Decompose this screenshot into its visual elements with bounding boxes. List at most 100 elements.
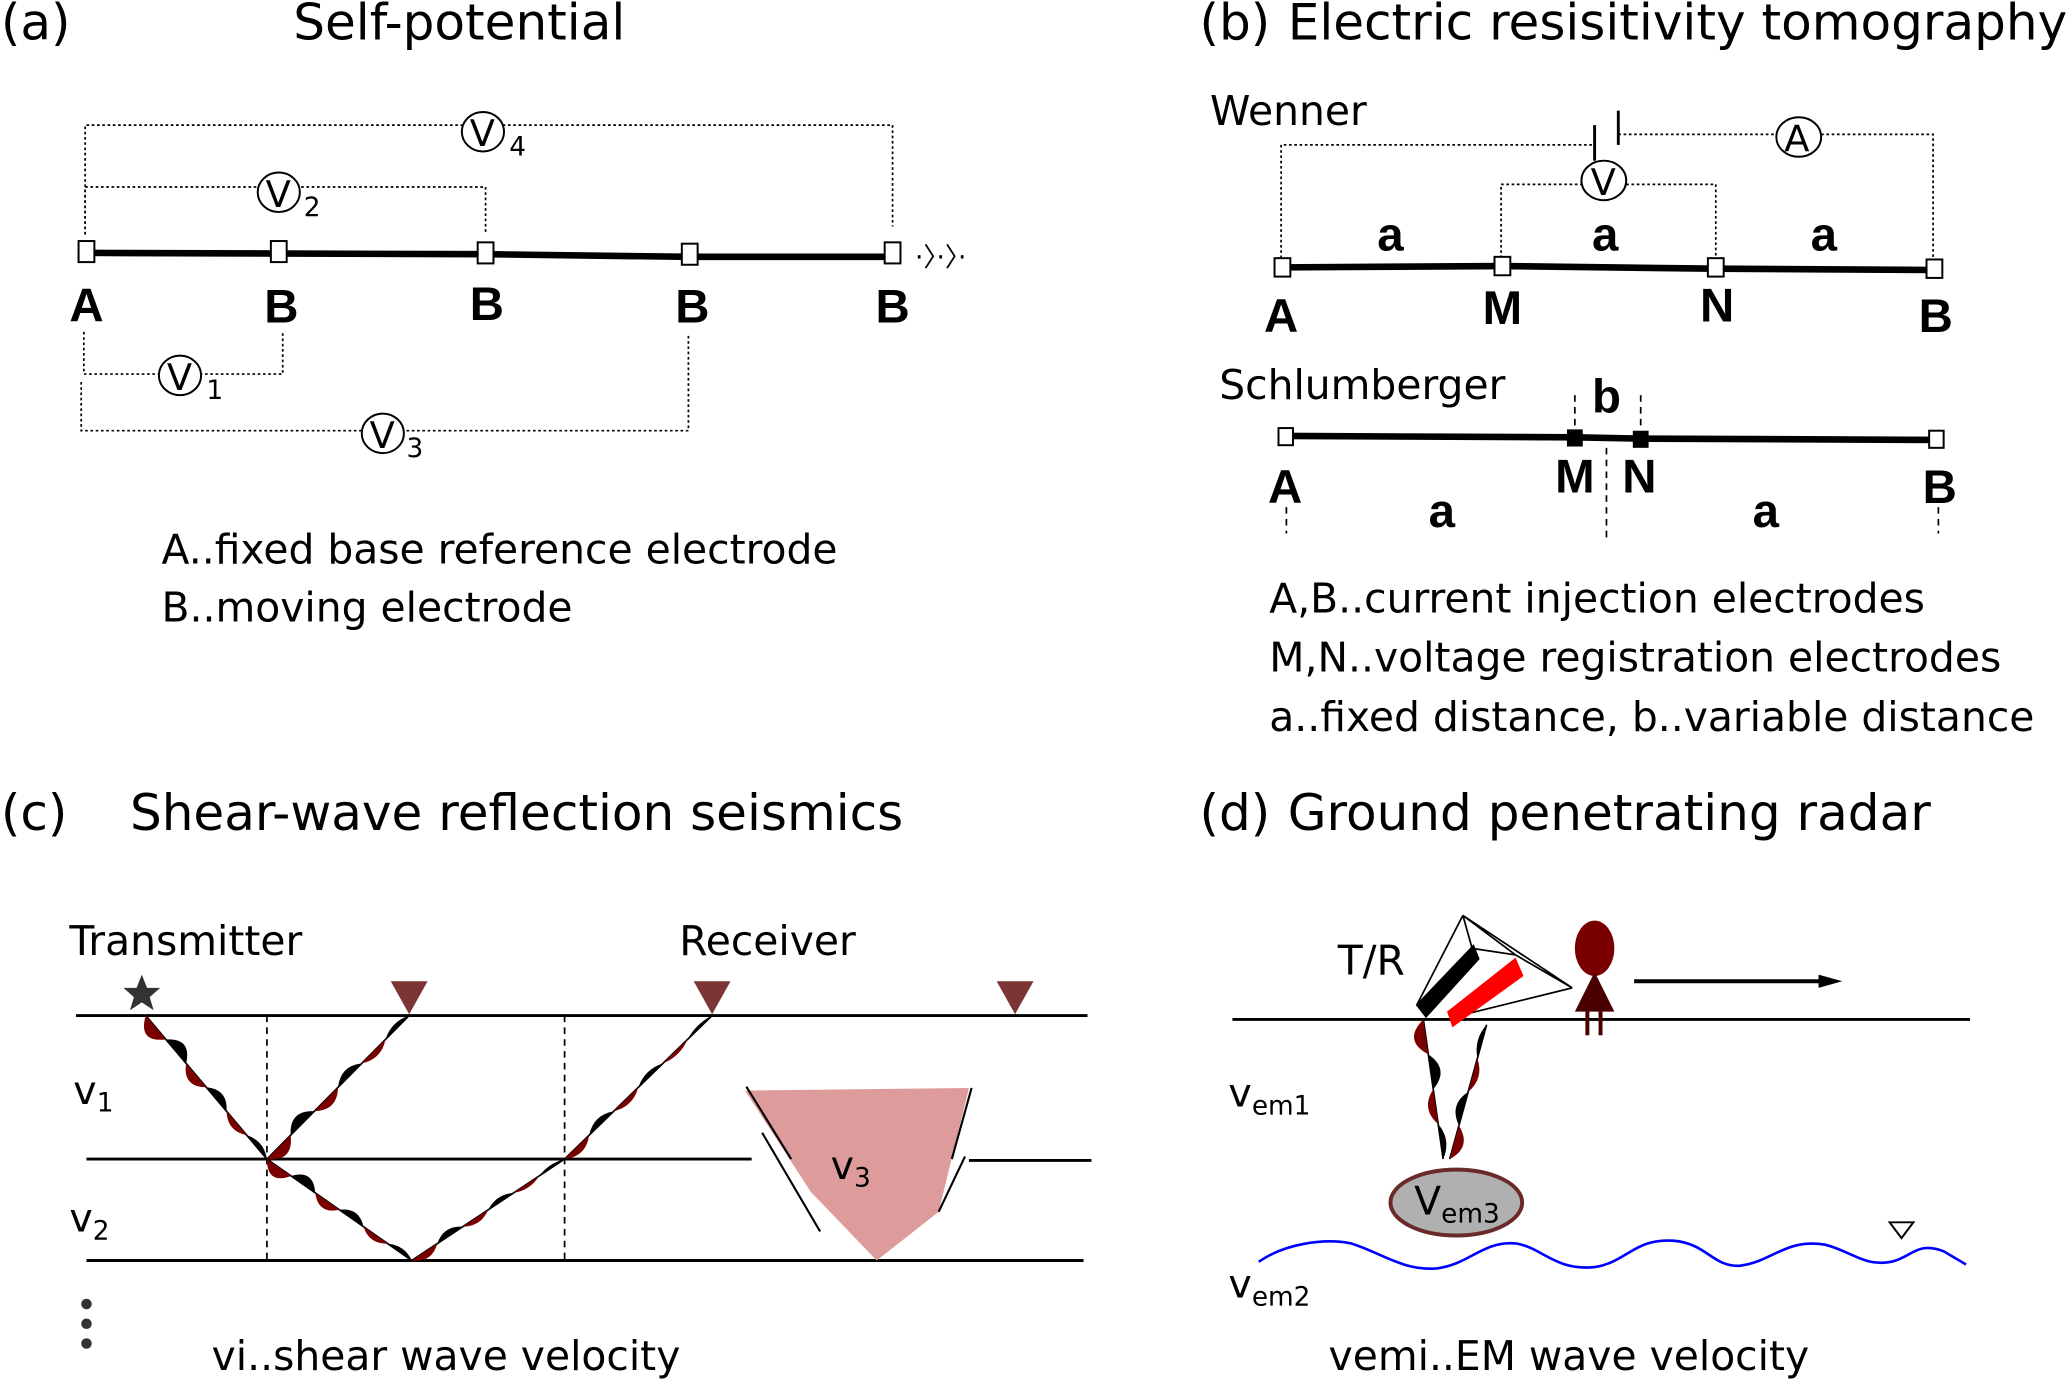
refracted-wavelet-lobe [315,1192,340,1211]
gpr-down-wavelet-lobe [1428,1054,1441,1090]
layer-velocity-v2: v2 [69,1196,109,1247]
schlumberger-cable [1285,432,1938,444]
electrode-label: N [1700,279,1734,332]
spacing-a: a [1429,485,1456,538]
radar-waves [1413,1019,1488,1160]
electrode-b [1928,429,1945,449]
electrode-label: N [1622,451,1656,504]
svg-text:A: A [1784,117,1809,160]
electrode-m [1566,429,1583,447]
wenner-label: Wenner [1210,87,1367,135]
incident-wavelet-lobe [226,1111,247,1136]
electrode-b1 [269,240,288,264]
schlumberger-guides [1285,395,1940,541]
layer-velocity-v3: v3 [831,1143,871,1194]
refracted-wavelet-lobe [291,1174,316,1193]
current-wire-right [1618,133,1934,259]
electrode-label: A [1264,290,1298,343]
geophone-icon [390,981,428,1015]
svg-text:V: V [470,112,495,155]
voltmeter: V [1580,159,1628,204]
anomaly-body [745,1087,969,1261]
svg-text:V: V [1591,161,1616,204]
panel-d-label: (d) [1199,784,1270,842]
electrode-a [1277,427,1294,447]
gpr-down-wavelet-lobe [1438,1124,1447,1160]
gpr-down-wavelet-lobe [1427,1089,1439,1125]
spacing-a: a [1377,208,1404,261]
panel-c-seismics: (c) Shear-wave reflection seismics Trans… [1,784,1092,1380]
spacing-b: b [1592,370,1621,423]
legend-line: A,B..current injection electrodes [1269,574,1925,622]
incident-wavelet-lobe [143,1015,166,1040]
source-star-icon [123,974,161,1011]
geophone-icon [996,981,1034,1015]
legend-line: a..fixed distance, b..variable distance [1269,693,2034,741]
object-velocity: Vem3 [1414,1178,1500,1229]
panel-c-label: (c) [1,784,68,842]
caption: vemi..EM wave velocity [1329,1332,1810,1380]
upgoing-wavelet-lobe [462,1209,489,1227]
gpr-up-wavelet-lobe [1468,1058,1480,1092]
legend-line: A..fixed base reference electrode [162,526,838,574]
svg-text:3: 3 [407,434,424,464]
svg-text:1: 1 [206,376,223,406]
panel-b-title: Electric resisitivity tomography [1288,0,2067,52]
gpr-cart [1415,914,1573,1028]
refracted-wavelet-lobe [387,1243,412,1261]
voltage-wire [1500,183,1717,259]
ammeter: A [1775,116,1823,160]
incident-wavelet-lobe [185,1063,207,1088]
caption: vi..shear wave velocity [212,1332,681,1380]
svg-text:V: V [266,173,291,216]
spacing-a: a [1811,208,1838,261]
more-layers-dot [81,1318,92,1329]
panel-d-gpr: (d) Ground penetrating radar T/R Vem3 ve… [1199,784,1970,1380]
layer-velocity-em2: vem2 [1228,1261,1310,1312]
electrode-m [1493,255,1512,277]
schlumberger-label: Schlumberger [1219,361,1505,409]
electrode-label: B [470,278,504,331]
layer-velocity-em1: vem1 [1228,1070,1310,1121]
fault-lines [745,1086,973,1233]
layer-boundaries [75,1014,1092,1262]
transmitter-label: Transmitter [68,917,302,965]
electrode-label: M [1483,282,1522,335]
receiver-label: Receiver [679,917,856,965]
incident-wavelet-lobe [206,1087,227,1112]
panel-b-label: (b) [1199,0,1270,52]
electrode-n [1706,257,1725,278]
incident-wavelet-lobe [246,1135,267,1160]
electrode-label: B [1919,290,1953,343]
legend-line: M,N..voltage registration electrodes [1269,634,2001,682]
electrode-label: B [675,281,709,334]
electrode-a [77,240,96,264]
upgoing-wavelet-lobe [488,1192,514,1210]
electrode-label: A [69,279,103,332]
spacing-a: a [1753,485,1780,538]
upgoing-wavelet-lobe [411,1243,438,1261]
more-layers-dot [81,1298,92,1310]
panel-a-title: Self-potential [293,0,625,52]
reflected-wavelet-lobe [290,1111,315,1136]
geophone-icon [693,981,731,1015]
seismic-rays [143,1014,713,1262]
svg-text:V: V [167,356,192,399]
panel-d-title: Ground penetrating radar [1288,784,1932,842]
upgoing-wavelet-lobe [437,1226,463,1244]
svg-text:V: V [370,414,395,457]
water-table-marker-icon [1887,1221,1916,1240]
panel-a-label: (a) [1,0,71,52]
electrode-b3 [680,242,699,266]
electrode-label: B [264,281,298,334]
refracted-wavelet-lobe [339,1209,364,1227]
panel-c-title: Shear-wave reflection seismics [130,784,903,842]
more-layers-dot [81,1338,92,1349]
svg-text:2: 2 [304,193,321,223]
gpr-up-wavelet-lobe [1455,1091,1469,1126]
